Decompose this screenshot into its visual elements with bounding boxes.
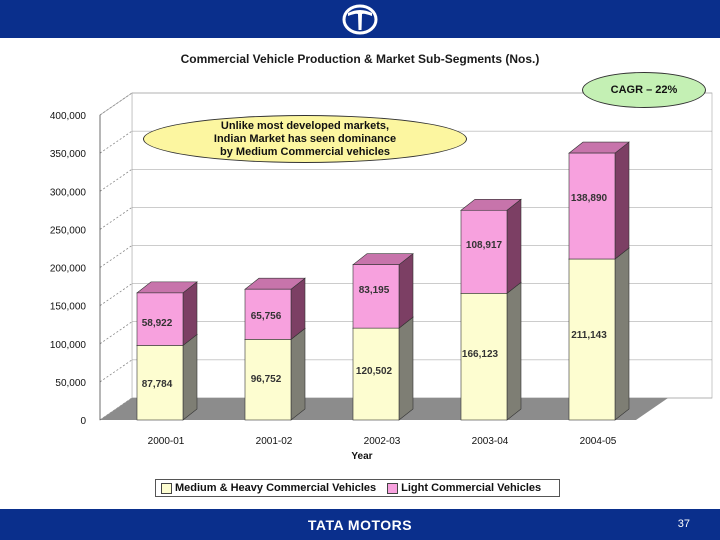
gridline-depth xyxy=(99,245,133,268)
chart-title: Commercial Vehicle Production & Market S… xyxy=(180,52,540,66)
legend-swatch-lcv xyxy=(387,482,399,494)
bar xyxy=(136,345,184,421)
gridline-depth xyxy=(99,92,133,116)
bar xyxy=(136,292,184,346)
note-line: Indian Market has seen dominance xyxy=(213,132,397,145)
data-label: 211,143 xyxy=(571,330,607,341)
bottom-banner xyxy=(0,509,720,540)
y-tick-label: 150,000 xyxy=(50,302,87,313)
bar xyxy=(244,339,292,421)
legend-item-lcv: Light Commercial Vehicles xyxy=(382,482,541,494)
bar-side xyxy=(290,327,306,421)
bar-side xyxy=(506,198,522,294)
side-wall xyxy=(99,92,133,421)
data-label: 120,502 xyxy=(356,366,393,377)
y-tick-label: 200,000 xyxy=(50,264,87,275)
brand-name: TATA MOTORS xyxy=(307,517,413,533)
bar xyxy=(568,152,616,260)
y-tick-label: 400,000 xyxy=(50,111,87,122)
gridline-depth xyxy=(99,397,133,421)
bar xyxy=(460,209,508,294)
tata-logo-icon xyxy=(342,4,378,35)
data-label: 65,756 xyxy=(251,311,282,322)
legend-swatch-mhcv xyxy=(161,482,172,494)
bar-side xyxy=(614,247,630,421)
note-line: by Medium Commercial vehicles xyxy=(220,145,390,158)
y-tick-label: 100,000 xyxy=(50,340,87,351)
bar-side xyxy=(398,316,414,421)
data-label: 108,917 xyxy=(466,240,503,251)
x-axis-label: Year xyxy=(351,451,372,462)
bar-side xyxy=(398,253,414,329)
x-tick-label: 2004-05 xyxy=(580,436,617,447)
y-tick-label: 350,000 xyxy=(50,149,87,160)
bar xyxy=(352,327,400,421)
bar xyxy=(244,288,292,340)
gridline-depth xyxy=(99,130,133,154)
x-tick-label: 2000-01 xyxy=(148,436,185,447)
bar xyxy=(568,258,616,421)
legend-label-lcv: Light Commercial Vehicles xyxy=(401,482,542,494)
x-tick-label: 2003-04 xyxy=(472,436,509,447)
legend-item-mhcv: Medium & Heavy Commercial Vehicles xyxy=(156,482,376,494)
market-note-callout: Unlike most developed markets, Indian Ma… xyxy=(143,115,467,163)
note-line: Unlike most developed markets, xyxy=(220,119,390,132)
data-label: 138,890 xyxy=(571,193,608,204)
page-number: 37 xyxy=(677,518,690,530)
cagr-callout: CAGR – 22% xyxy=(582,72,706,108)
data-label: 96,752 xyxy=(251,374,282,385)
x-tick-label: 2002-03 xyxy=(364,436,401,447)
data-label: 58,922 xyxy=(142,318,173,329)
legend-label-mhcv: Medium & Heavy Commercial Vehicles xyxy=(175,482,377,494)
x-tick-label: 2001-02 xyxy=(256,436,293,447)
y-tick-label: 0 xyxy=(80,416,86,427)
bar xyxy=(460,293,508,421)
gridline-depth xyxy=(99,283,133,306)
bar-side xyxy=(182,333,198,421)
y-tick-label: 50,000 xyxy=(55,378,86,389)
data-label: 83,195 xyxy=(359,285,390,296)
bar-side xyxy=(614,141,630,260)
chart-legend: Medium & Heavy Commercial Vehicles Light… xyxy=(155,479,560,497)
gridline-depth xyxy=(99,207,133,230)
y-tick-label: 300,000 xyxy=(50,187,87,198)
gridline-depth xyxy=(99,321,133,345)
gridline-depth xyxy=(99,359,133,383)
data-label: 87,784 xyxy=(142,379,173,390)
y-tick-label: 250,000 xyxy=(50,225,87,236)
gridline-depth xyxy=(99,168,133,192)
data-label: 166,123 xyxy=(462,349,499,360)
bar-side xyxy=(506,281,522,421)
bar xyxy=(352,264,400,329)
